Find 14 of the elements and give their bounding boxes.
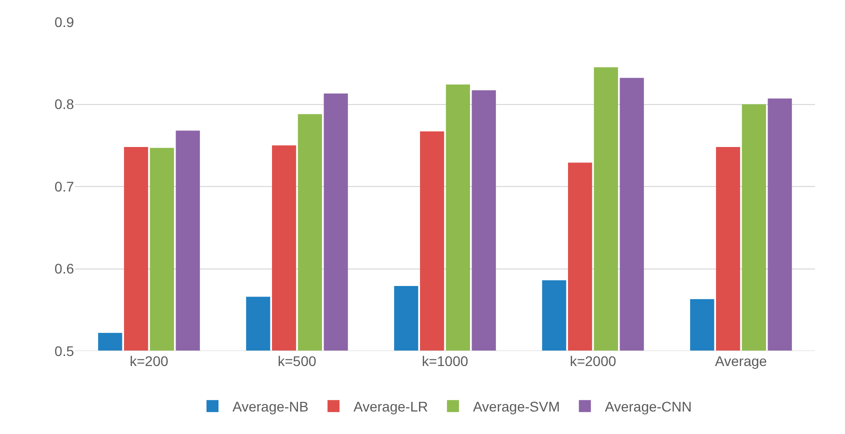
y-tick-label: 0.5 (54, 342, 74, 359)
legend-label: Average-NB (232, 398, 309, 415)
legend-label: Average-CNN (604, 398, 692, 415)
x-tick-label: Average (715, 353, 768, 369)
legend-label: Average-SVM (472, 398, 560, 415)
y-tick-label: 0.6 (54, 260, 74, 277)
legend-label: Average-LR (354, 398, 428, 415)
x-tick-label: k=1000 (422, 353, 468, 369)
y-tick-label: 0.7 (54, 178, 74, 194)
y-tick-label: 0.8 (54, 96, 74, 112)
y-tick-label: 0.9 (54, 14, 74, 30)
x-tick-label: k=200 (130, 353, 168, 369)
x-tick-label: k=2000 (570, 353, 616, 369)
x-tick-label: k=500 (278, 353, 316, 369)
